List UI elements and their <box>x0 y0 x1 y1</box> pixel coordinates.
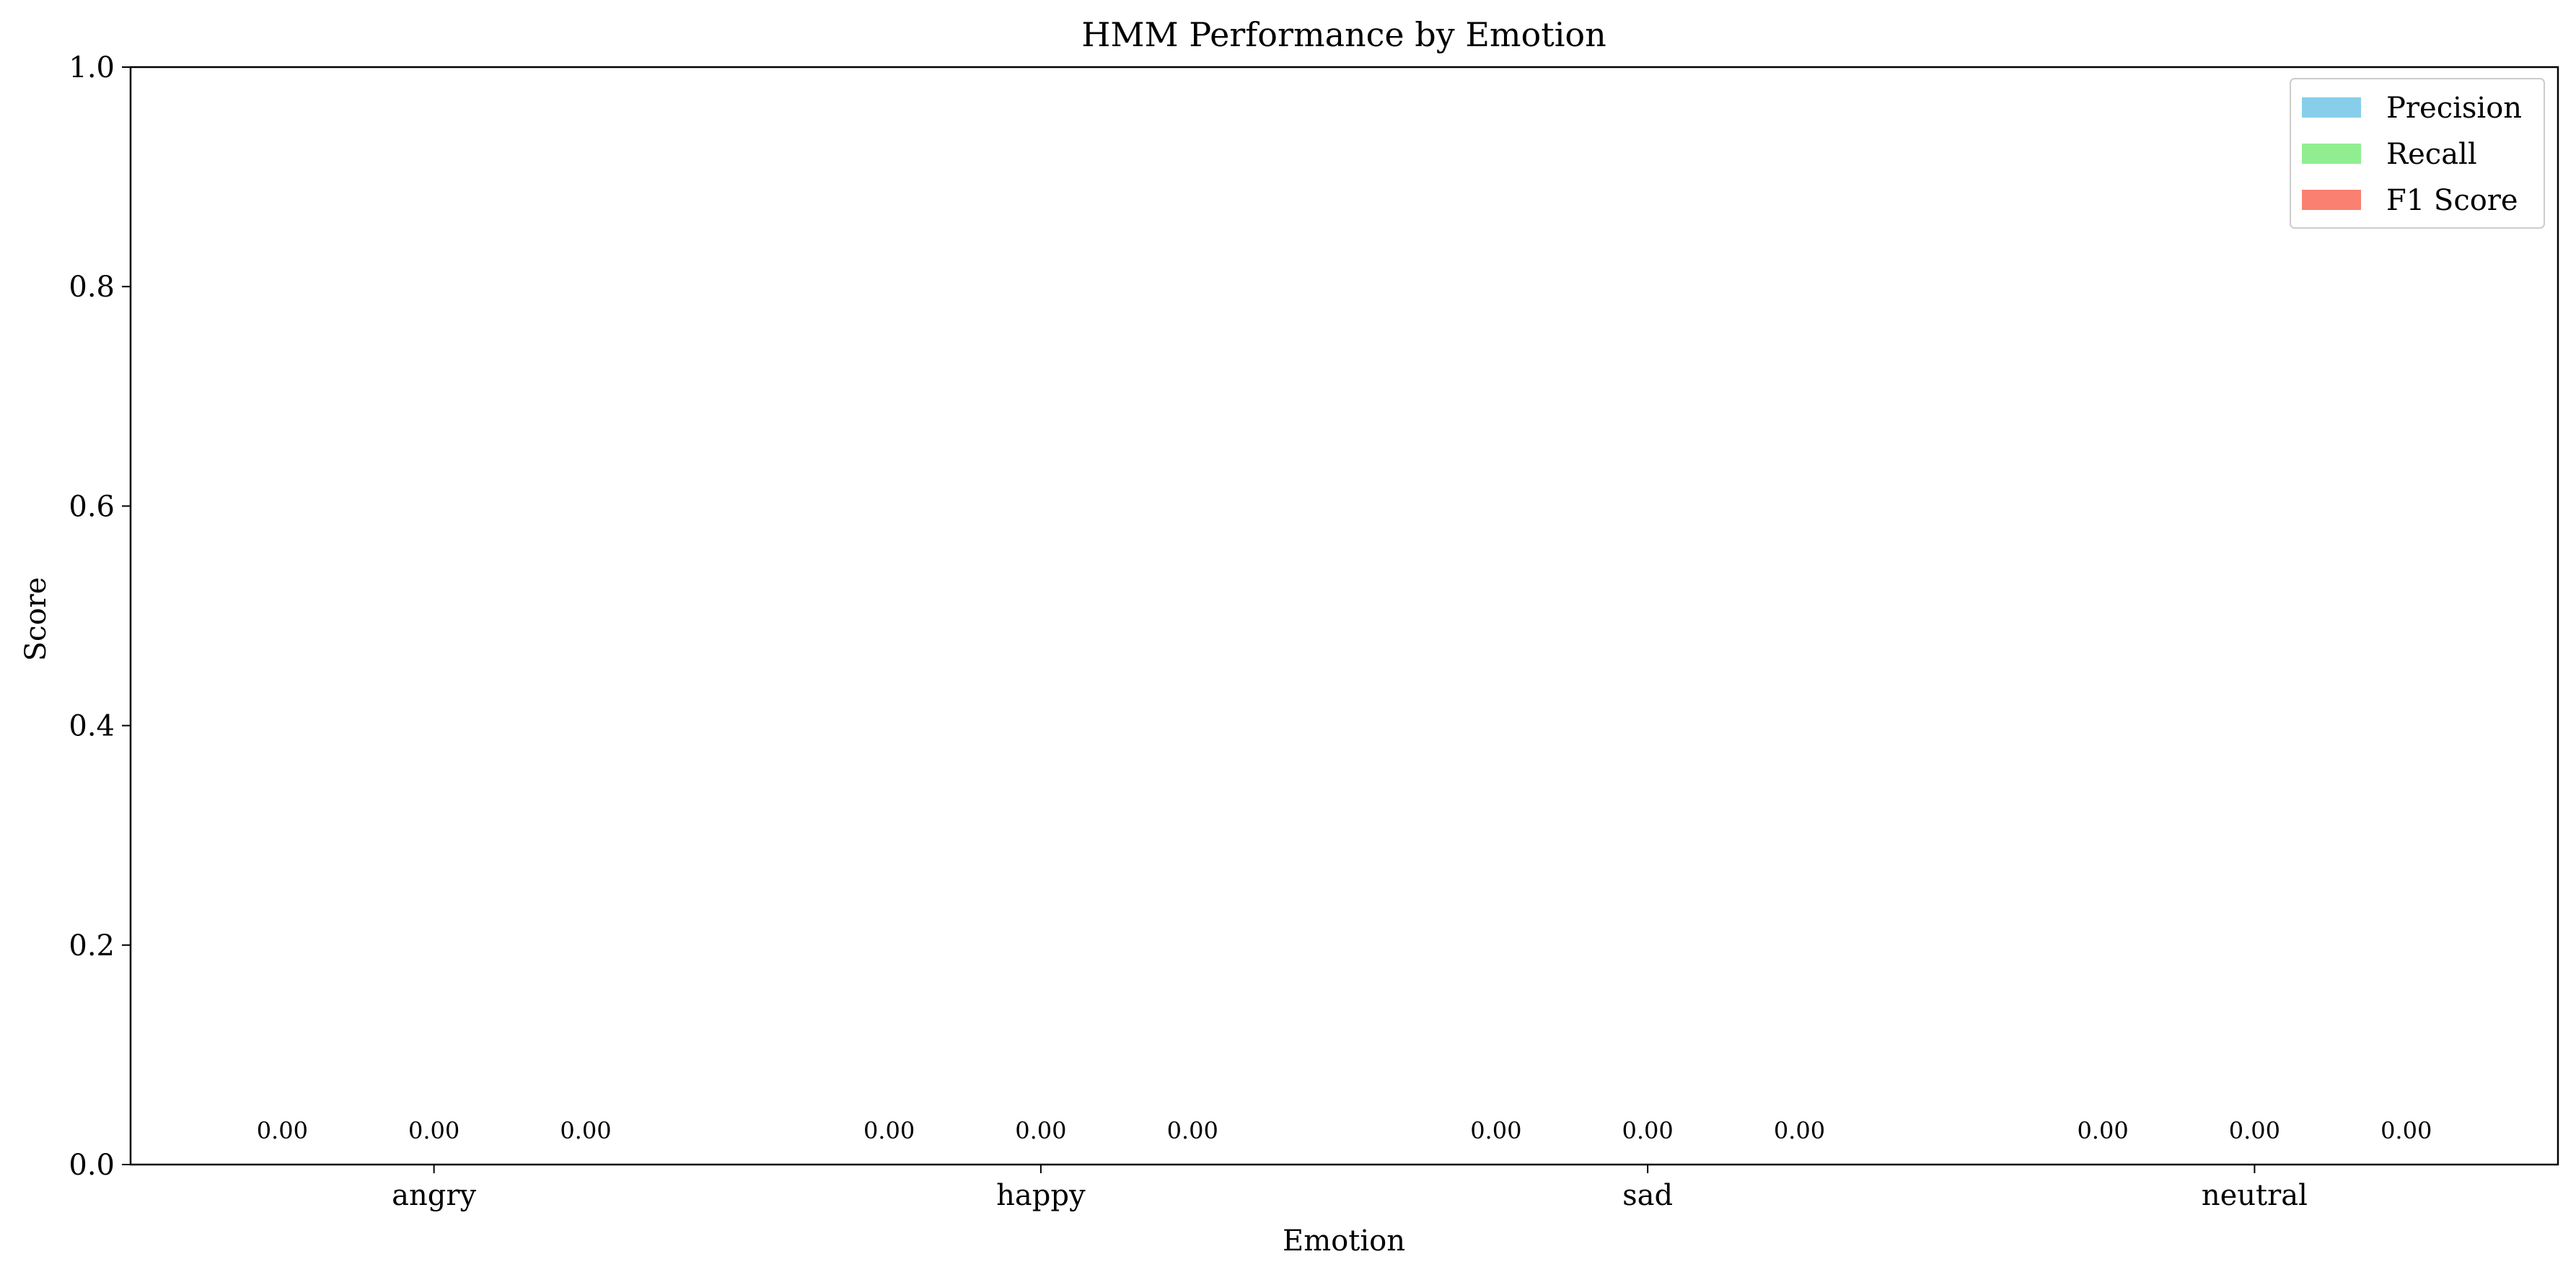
axes-frame <box>129 66 2559 1166</box>
bar-data-label: 0.00 <box>1167 1117 1218 1144</box>
y-tick-label: 0.2 <box>69 929 115 963</box>
bar-data-label: 0.00 <box>2077 1117 2128 1144</box>
y-tick-label: 1.0 <box>69 51 115 84</box>
x-tick-label: sad <box>1622 1179 1673 1212</box>
y-tick-label: 0.0 <box>69 1149 115 1182</box>
legend-label: F1 Score <box>2386 184 2518 217</box>
bar-data-label: 0.00 <box>863 1117 915 1144</box>
chart-title: HMM Performance by Emotion <box>1081 15 1606 54</box>
legend: Precision Recall F1 Score <box>2290 78 2545 229</box>
legend-label: Precision <box>2386 92 2522 125</box>
y-axis-label: Score <box>19 577 53 662</box>
x-tick-label: happy <box>996 1179 1086 1212</box>
bar-data-label: 0.00 <box>1774 1117 1825 1144</box>
y-tick-label: 0.6 <box>69 490 115 523</box>
legend-swatch <box>2302 144 2361 164</box>
bar-data-label: 0.00 <box>408 1117 460 1144</box>
bar-data-label: 0.00 <box>1470 1117 1521 1144</box>
x-tick-label: neutral <box>2202 1179 2308 1212</box>
plot-area: 0.0 0.2 0.4 0.6 0.8 1.0 angry 0.00 0.00 0.00 happy… <box>69 51 2559 1212</box>
legend-swatch <box>2302 190 2361 210</box>
legend-swatch <box>2302 97 2361 118</box>
y-tick-label: 0.4 <box>69 710 115 743</box>
bar-data-label: 0.00 <box>257 1117 308 1144</box>
bar-data-label: 0.00 <box>2381 1117 2432 1144</box>
bar-data-label: 0.00 <box>1015 1117 1066 1144</box>
bar-data-label: 0.00 <box>2229 1117 2280 1144</box>
x-axis-label: Emotion <box>1283 1224 1405 1258</box>
bar-data-label: 0.00 <box>1622 1117 1674 1144</box>
y-tick-label: 0.8 <box>69 271 115 304</box>
x-tick-label: angry <box>392 1179 476 1212</box>
bar-data-label: 0.00 <box>560 1117 611 1144</box>
legend-label: Recall <box>2386 138 2477 171</box>
